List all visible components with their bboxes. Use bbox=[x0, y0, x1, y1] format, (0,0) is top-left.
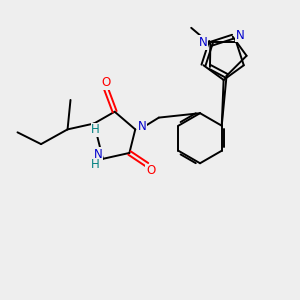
Text: H: H bbox=[91, 124, 100, 136]
Text: N: N bbox=[199, 36, 207, 49]
Text: N: N bbox=[94, 148, 103, 161]
Text: N: N bbox=[236, 29, 244, 42]
Text: H: H bbox=[91, 158, 100, 171]
Text: N: N bbox=[137, 120, 146, 133]
Text: O: O bbox=[146, 164, 155, 177]
Text: O: O bbox=[101, 76, 110, 89]
